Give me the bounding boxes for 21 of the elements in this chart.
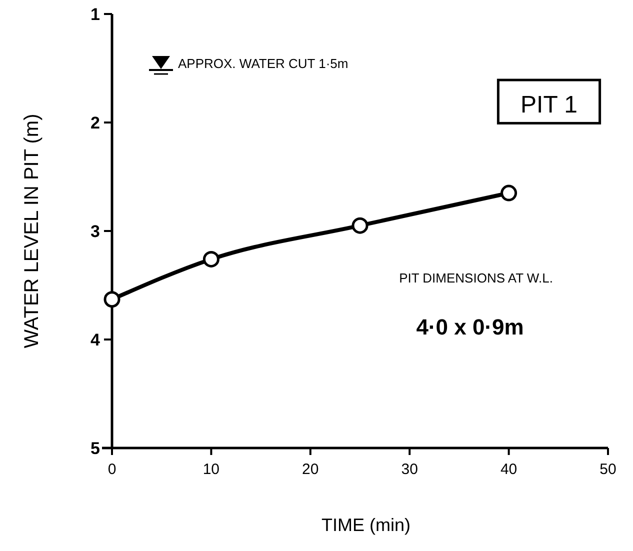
point: [104, 291, 120, 308]
x-tick-label: 50: [600, 461, 616, 478]
annotation: PIT DIMENSIONS AT W.L.: [399, 270, 553, 286]
x-tick-label: 0: [108, 461, 116, 478]
x-axis-title: TIME (min): [322, 515, 410, 535]
annotation: APPROX. WATER CUT 1·5m: [178, 56, 348, 71]
y-tick-label: 3: [90, 222, 100, 241]
x-tick-label: 20: [302, 461, 319, 478]
annotation: PIT 1: [520, 91, 578, 118]
y-tick-label: 2: [90, 113, 100, 132]
point: [352, 217, 368, 234]
x-tick-label: 30: [401, 461, 418, 478]
point: [202, 250, 220, 268]
point: [500, 184, 518, 202]
y-tick-label: 1: [90, 4, 100, 24]
x-tick-label: 40: [500, 461, 518, 478]
y-axis-title: WATER LEVEL IN PIT (m): [21, 114, 43, 348]
y-tick-label: 4: [90, 330, 101, 350]
x-tick-label: 10: [202, 461, 220, 478]
annotation: 4·0 x 0·9m: [416, 314, 524, 340]
y-tick-label: 5: [90, 438, 100, 458]
